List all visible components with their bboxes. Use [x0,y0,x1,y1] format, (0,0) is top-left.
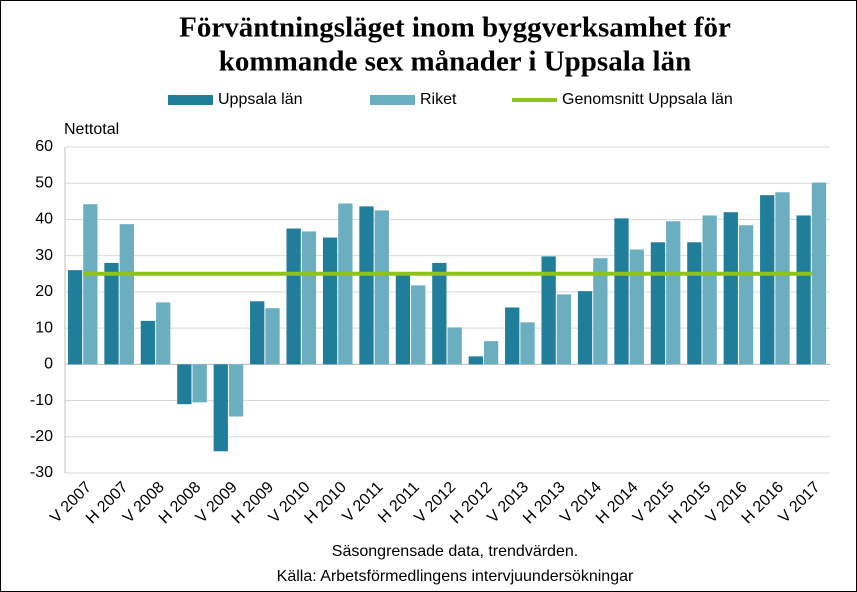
bar [505,307,520,365]
bar [811,182,827,365]
y-tick-label: 30 [35,247,53,264]
legend-label: Riket [420,91,457,108]
bar [250,301,265,365]
bar [541,256,556,365]
bar [119,224,134,365]
y-tick-label: -30 [30,464,53,481]
bar [483,341,499,365]
bar [374,210,389,365]
legend-swatch [168,95,213,105]
bar [760,195,775,365]
bar [67,270,83,365]
legend-label: Uppsala län [218,91,303,108]
bar [468,356,483,365]
y-tick-label: -10 [30,392,53,409]
y-tick-label: 0 [44,356,53,373]
y-tick-label: 10 [35,319,53,336]
bar [286,228,301,365]
bar [228,364,244,417]
legend-swatch [370,95,415,105]
bar [213,364,228,452]
y-tick-label: 20 [35,283,53,300]
bar [650,242,666,365]
bar [192,364,207,403]
legend-label: Genomsnitt Uppsala län [562,91,733,108]
bar [432,262,447,365]
y-tick-label: -20 [30,428,53,445]
bar [265,308,280,365]
bar [301,231,317,365]
y-axis-label: Nettotal [64,121,119,138]
bar [577,291,593,365]
bar [411,285,426,365]
bar [177,364,192,405]
bar [395,275,411,365]
y-tick-label: 60 [35,138,53,155]
bar [83,204,98,365]
bar [629,249,644,365]
y-tick-label: 40 [35,211,53,228]
bar [338,203,353,365]
bar [775,192,790,365]
bar [322,237,338,365]
bar [556,294,572,365]
bar [614,218,629,365]
bar [359,206,374,365]
bar [520,322,535,365]
chart-title: Förväntningsläget inom byggverksamhet fö… [179,12,731,44]
bar [447,327,462,365]
bar [702,215,717,365]
bar [593,258,608,365]
note: Säsongrensade data, trendvärden. [332,543,578,560]
bar [738,225,754,365]
chart-title: kommande sex månader i Uppsala län [219,46,691,78]
bar [796,215,811,365]
bar [666,221,681,365]
bar [687,242,702,365]
note: Källa: Arbetsförmedlingens intervjuunder… [277,568,634,585]
bar [140,320,156,365]
y-tick-label: 50 [35,174,53,191]
bar [723,212,738,365]
bar [156,302,171,365]
bar [104,262,119,365]
